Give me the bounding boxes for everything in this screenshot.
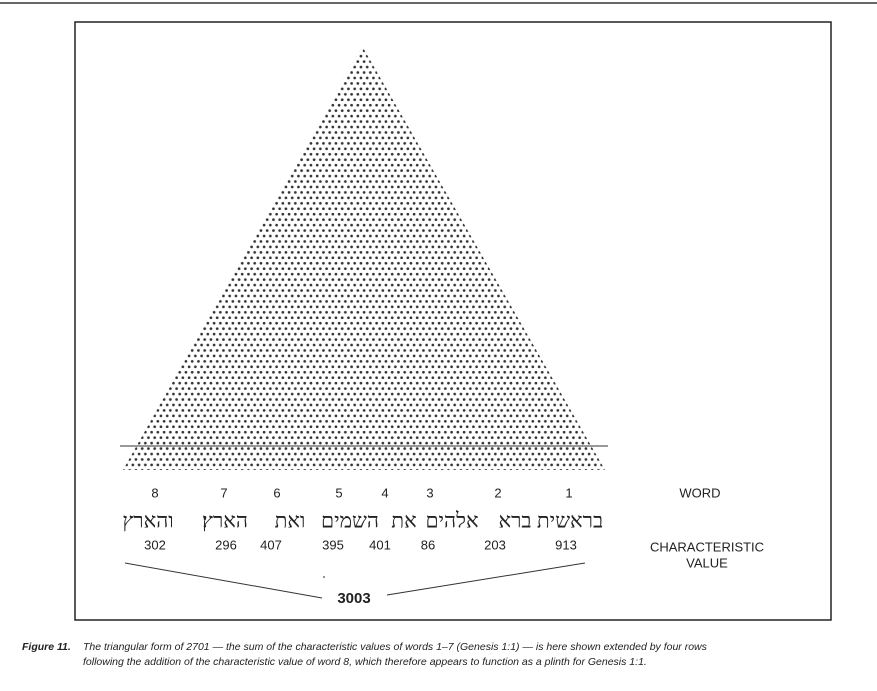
value-label: CHARACTERISTIC [650, 539, 764, 554]
hebrew-word: והארץ [122, 509, 173, 533]
word-number: 3 [426, 485, 433, 500]
value-label: VALUE [686, 555, 728, 570]
caption-line: The triangular form of 2701 — the sum of… [83, 641, 708, 653]
word-number: 7 [220, 485, 227, 500]
caption-line: following the addition of the characteri… [83, 656, 647, 668]
dot-triangle [123, 46, 605, 470]
characteristic-value: 302 [144, 537, 166, 552]
speck [323, 576, 325, 578]
word-number: 8 [151, 485, 158, 500]
hebrew-word: השמים [321, 509, 379, 533]
hebrew-word: את [391, 509, 416, 533]
total: 3003 [337, 590, 370, 607]
figure-frame [74, 21, 832, 621]
characteristic-value: 401 [369, 537, 391, 552]
characteristic-value: 407 [260, 537, 282, 552]
hebrew-word: בראשית [537, 509, 603, 533]
caption-label: Figure 11. [22, 641, 71, 653]
hebrew-word: ואת [275, 509, 306, 533]
characteristic-value: 296 [215, 537, 237, 552]
characteristic-value: 203 [484, 537, 506, 552]
characteristic-value: 86 [421, 537, 435, 552]
word-number: 1 [565, 485, 572, 500]
word-number: 2 [494, 485, 501, 500]
hebrew-word: ברא [498, 509, 531, 533]
word-number: 4 [381, 485, 388, 500]
characteristic-value: 913 [555, 537, 577, 552]
word-number: 6 [273, 485, 280, 500]
hebrew-word: הארץ׃ [202, 509, 248, 533]
bracket-right [386, 562, 586, 596]
characteristic-value: 395 [322, 537, 344, 552]
hebrew-word: אלהים [425, 509, 478, 533]
word-number: 5 [335, 485, 342, 500]
word-label: WORD [679, 485, 720, 500]
bracket-left [124, 562, 323, 599]
